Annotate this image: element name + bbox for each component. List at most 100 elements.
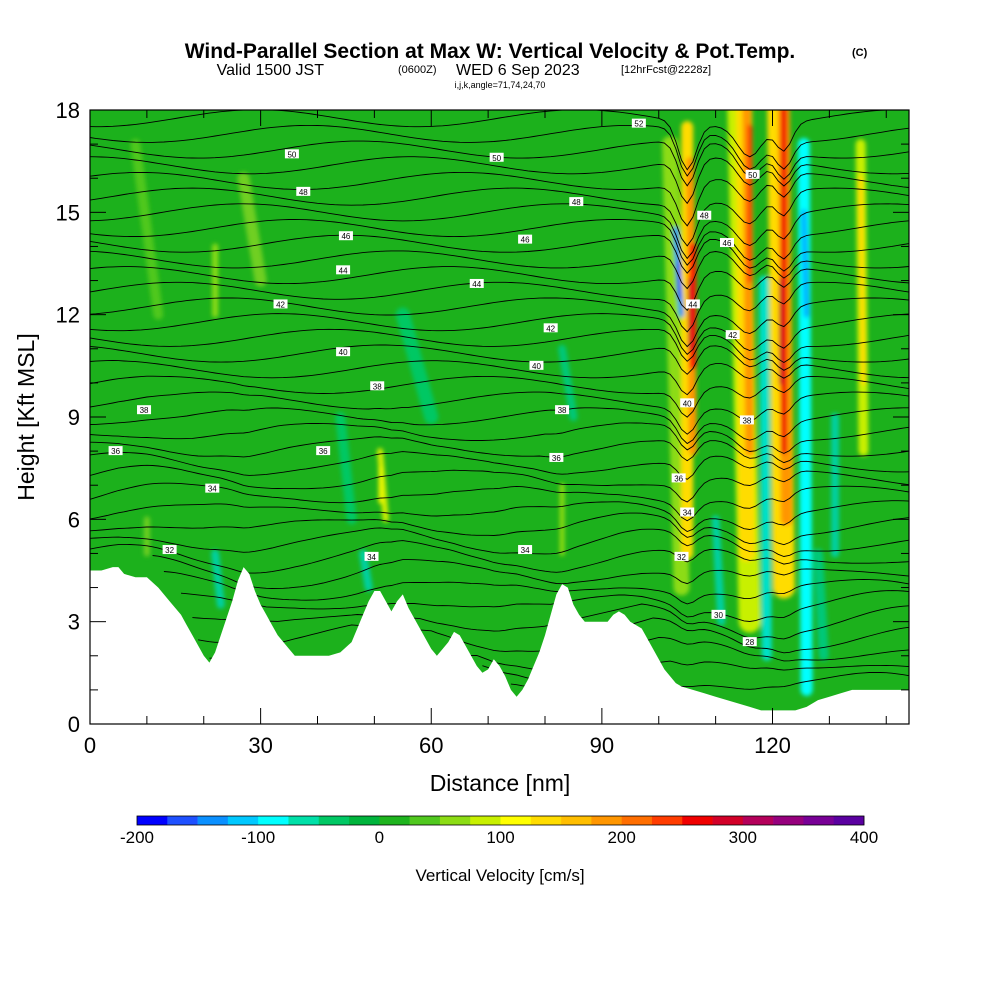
- colorbar-swatch: [742, 816, 774, 825]
- x-tick-label: 60: [419, 733, 443, 758]
- x-tick-label: 90: [590, 733, 614, 758]
- isentrope-label-box: [469, 278, 484, 288]
- colorbar-swatch: [803, 816, 835, 825]
- isentrope-line: [482, 660, 909, 679]
- isentrope-line: [90, 297, 909, 348]
- colorbar-swatch: [379, 816, 410, 825]
- colorbar-swatch: [167, 816, 198, 825]
- colorbar-frame: [136, 815, 865, 826]
- colorbar-swatch: [591, 816, 622, 825]
- isentrope-line: [510, 671, 909, 690]
- isentrope-line: [90, 464, 909, 503]
- chart-title: Wind-Parallel Section at Max W: Vertical…: [185, 40, 796, 63]
- isentrope-line: [90, 540, 909, 574]
- isentrope-line: [90, 344, 909, 375]
- isentrope-line: [90, 512, 909, 546]
- isentrope-label-box: [680, 398, 695, 408]
- colorbar-swatch: [712, 816, 744, 825]
- isentrope-line: [180, 590, 909, 622]
- updraft-halo: [662, 136, 690, 596]
- isentrope-line: [90, 281, 909, 333]
- isentrope-label: 44: [688, 300, 697, 309]
- colorbar-swatch: [773, 816, 804, 825]
- colorbar-swatch: [470, 816, 501, 825]
- isentrope-label-box: [529, 360, 544, 370]
- isentrope-label-box: [518, 545, 533, 555]
- weak-downdraft-band: [395, 307, 439, 424]
- y-tick-label: 12: [56, 303, 80, 328]
- colorbar-swatch: [439, 816, 471, 825]
- isentrope-label: 38: [558, 406, 567, 415]
- isentrope-line: [198, 617, 909, 654]
- isentrope-line: [209, 637, 909, 670]
- colorbar-swatch: [651, 816, 683, 825]
- subtitle-valid: Valid 1500 JST: [217, 62, 325, 79]
- isentrope-label-box: [364, 551, 379, 561]
- plot-area: 52 50 50 50 48 48 48 46 46 46 44 44 44 42 42 42 40 40 40 38…: [90, 110, 909, 724]
- isentrope-label: 48: [700, 212, 709, 221]
- isentrope-label: 34: [208, 485, 217, 494]
- isentrope-line: [152, 555, 909, 589]
- isentrope-label: 46: [723, 239, 732, 248]
- isentrope-label-box: [162, 545, 177, 555]
- isentrope-label-box: [543, 323, 558, 333]
- isentrope-label: 40: [683, 399, 692, 408]
- weak-updraft-band: [377, 448, 389, 523]
- isentrope-label: 32: [677, 553, 686, 562]
- weak-updraft-band: [237, 172, 267, 287]
- y-tick-label: 0: [68, 712, 80, 737]
- isentrope-label-box: [137, 405, 152, 415]
- isentrope-label-box: [338, 231, 353, 241]
- subtitle-z: (0600Z): [398, 64, 437, 76]
- isentrope-labels: 52 50 50 50 48 48 48 46 46 46 44 44 44 42 42 42 40 40 40 38…: [108, 118, 760, 647]
- weak-downdraft-band: [359, 549, 373, 592]
- downdraft-band: [813, 548, 829, 661]
- isentrope-label-box: [518, 234, 533, 244]
- isentrope-label: 36: [552, 454, 561, 463]
- isentrope-line: [90, 266, 909, 311]
- isentrope-label: 44: [472, 280, 481, 289]
- isentrope-label: 42: [276, 300, 285, 309]
- subtitle-date: WED 6 Sep 2023: [456, 62, 580, 79]
- isentrope-label: 34: [683, 509, 692, 518]
- x-axis-label: Distance [nm]: [430, 770, 571, 796]
- isentrope-label-box: [631, 118, 646, 128]
- isentrope-line: [90, 219, 909, 266]
- subtitle-indices: i,j,k,angle=71,74,24,70: [455, 80, 546, 90]
- isentrope-label: 46: [341, 232, 350, 241]
- colorbar-swatch: [227, 816, 259, 825]
- isentrope-line: [90, 187, 909, 247]
- downdraft-band: [758, 275, 772, 661]
- isentrope-label: 42: [728, 331, 737, 340]
- isentrope-line: [90, 250, 909, 290]
- colorbar-swatch: [682, 816, 713, 825]
- isentrope-label-box: [316, 446, 331, 456]
- isentrope-label: 28: [745, 638, 754, 647]
- isentrope-contours: [90, 110, 909, 690]
- colorbar-swatch: [258, 816, 289, 825]
- isentrope-label: 36: [319, 447, 328, 456]
- isentrope-label: 34: [521, 546, 530, 555]
- colorbar: -200 -100 0 100 200 300 400: [120, 815, 878, 847]
- isentrope-label: 38: [373, 382, 382, 391]
- isentrope-label-box: [370, 381, 385, 391]
- colorbar-tick-label: -200: [120, 828, 154, 847]
- isentrope-label-box: [739, 415, 754, 425]
- colorbar-swatch: [137, 816, 168, 825]
- isentrope-label-box: [725, 330, 740, 340]
- colorbar-tick-label: 300: [729, 828, 757, 847]
- isentrope-line: [90, 422, 909, 454]
- x-tick-label: 120: [754, 733, 791, 758]
- isentrope-label: 36: [674, 474, 683, 483]
- isentrope-label-box: [336, 265, 351, 275]
- isentrope-label-box: [569, 197, 584, 207]
- isentrope-label: 42: [546, 324, 555, 333]
- isentrope-line: [163, 571, 909, 605]
- isentrope-line: [90, 407, 909, 445]
- y-tick-label: 9: [68, 405, 80, 430]
- isentrope-label: 30: [714, 611, 723, 620]
- colorbar-swatch: [318, 816, 350, 825]
- isentrope-label: 50: [492, 154, 501, 163]
- isentrope-line: [90, 156, 909, 205]
